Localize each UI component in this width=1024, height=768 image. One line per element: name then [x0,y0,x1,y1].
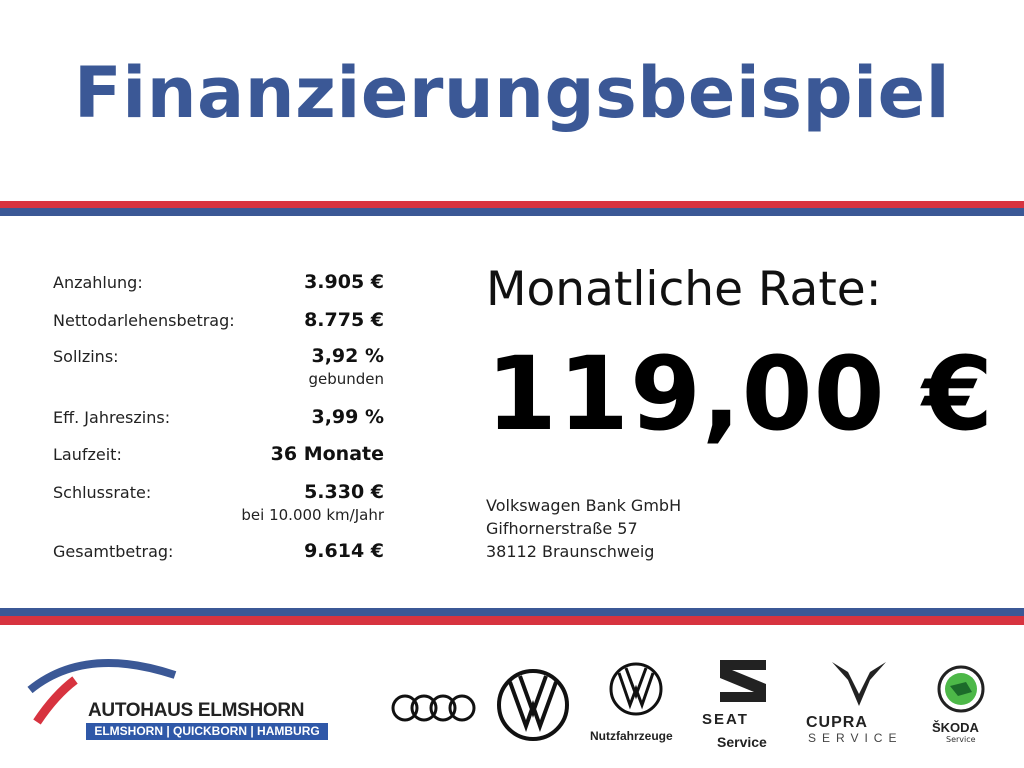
detail-label: Anzahlung: [53,273,143,292]
detail-value: 36 Monate [270,443,384,465]
detail-value: 3,99 % [311,406,384,428]
dealer-arc-icon [27,659,177,725]
detail-label: Gesamtbetrag: [53,542,174,561]
detail-label: Laufzeit: [53,445,122,464]
top-stripe-blue [0,208,1024,216]
skoda-label: ŠKODA [932,720,979,735]
detail-value: 3,92 % [311,345,384,367]
vw-logo-icon [497,669,569,741]
page-title: Finanzierungsbeispiel [73,52,951,134]
skoda-sub: Service [946,735,976,744]
detail-label: Sollzins: [53,347,119,366]
bank-city: 38112 Braunschweig [486,542,655,561]
cupra-label: CUPRA [806,714,868,731]
detail-note: gebunden [308,370,384,388]
cupra-logo-icon [832,662,886,706]
vw-commercial-label: Nutzfahrzeuge [590,729,673,743]
detail-value: 3.905 € [304,271,384,293]
skoda-logo-icon [937,665,985,713]
monthly-rate-value: 119,00 € [486,335,995,454]
detail-label: Eff. Jahreszins: [53,408,171,427]
dealer-name: AUTOHAUS ELMSHORN [88,700,305,721]
detail-value: 8.775 € [304,309,384,331]
vw-commercial-logo-icon [609,662,663,716]
bank-street: Gifhornerstraße 57 [486,519,638,538]
dealer-locations: ELMSHORN | QUICKBORN | HAMBURG [86,723,328,740]
seat-logo-icon [720,660,766,702]
bottom-stripe-blue [0,608,1024,616]
detail-value: 9.614 € [304,540,384,562]
cupra-sub: SERVICE [808,731,903,745]
detail-note: bei 10.000 km/Jahr [241,506,384,524]
detail-label: Nettodarlehensbetrag: [53,311,235,330]
top-stripe-red [0,201,1024,208]
seat-sub: Service [717,734,767,750]
seat-label: SEAT [702,711,749,728]
detail-label: Schlussrate: [53,483,152,502]
monthly-rate-label: Monatliche Rate: [486,262,882,317]
detail-value: 5.330 € [304,481,384,503]
bottom-stripe-red [0,616,1024,625]
audi-rings-icon [391,694,476,722]
bank-name: Volkswagen Bank GmbH [486,496,682,515]
